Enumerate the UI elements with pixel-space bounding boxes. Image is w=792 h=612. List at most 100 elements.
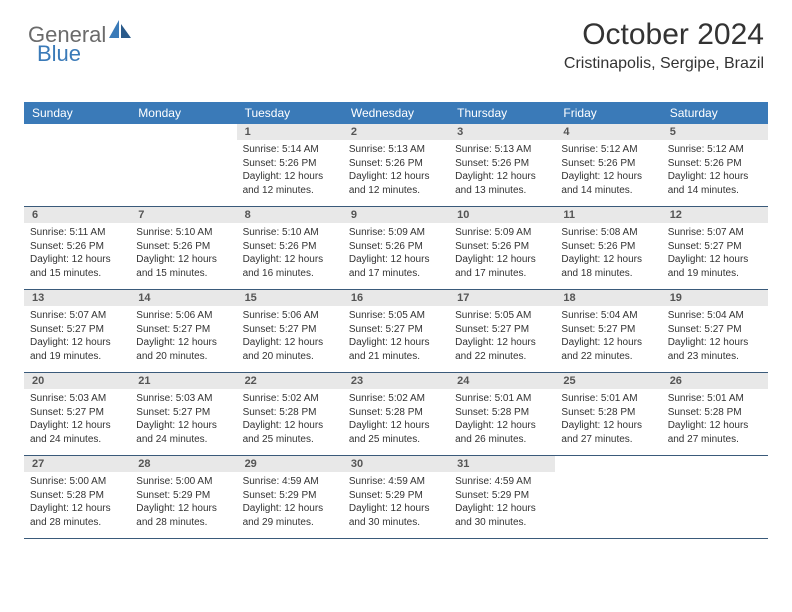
page-title: October 2024 [564, 18, 764, 51]
day-number: 27 [24, 456, 130, 472]
sunset-line: Sunset: 5:27 PM [30, 407, 104, 418]
sunrise-line: Sunrise: 5:07 AM [668, 227, 744, 238]
day-cell: 30Sunrise: 4:59 AMSunset: 5:29 PMDayligh… [343, 456, 449, 538]
day-content: Sunrise: 5:06 AMSunset: 5:27 PMDaylight:… [237, 306, 343, 368]
sunset-line: Sunset: 5:27 PM [668, 241, 742, 252]
day-cell: 26Sunrise: 5:01 AMSunset: 5:28 PMDayligh… [662, 373, 768, 455]
sunrise-line: Sunrise: 5:00 AM [136, 476, 212, 487]
sunrise-line: Sunrise: 4:59 AM [349, 476, 425, 487]
day-header-row: SundayMondayTuesdayWednesdayThursdayFrid… [24, 102, 768, 124]
day-content: Sunrise: 5:07 AM Sunset: 5:27 PM Daylight:… [662, 223, 768, 285]
sunset-line: Sunset: 5:28 PM [561, 407, 635, 418]
day-number: 4 [555, 124, 661, 140]
day-cell: 2Sunrise: 5:13 AMSunset: 5:26 PMDaylight… [343, 124, 449, 206]
day-content: Sunrise: 5:04 AMSunset: 5:27 PMDaylight:… [662, 306, 768, 368]
day-cell: 8 Sunrise: 5:10 AM Sunset: 5:26 PM Daylight… [237, 207, 343, 289]
day-number: 24 [449, 373, 555, 389]
day-cell [555, 456, 661, 538]
sunset-line: Sunset: 5:26 PM [243, 241, 317, 252]
day-header-tuesday: Tuesday [237, 102, 343, 124]
sunset-line: Sunset: 5:26 PM [668, 158, 742, 169]
sunrise-line: Sunrise: 5:05 AM [455, 310, 531, 321]
day-cell: 6Sunrise: 5:11 AMSunset: 5:26 PMDaylight… [24, 207, 130, 289]
sunset-line: Sunset: 5:29 PM [243, 490, 317, 501]
day-cell: 14Sunrise: 5:06 AMSunset: 5:27 PMDayligh… [130, 290, 236, 372]
sunset-line: Sunset: 5:26 PM [455, 241, 529, 252]
sunset-line: Sunset: 5:27 PM [455, 324, 529, 335]
daylight-line: Daylight: 12 hours and 15 minutes. [136, 254, 217, 279]
sunrise-line: Sunrise: 5:04 AM [561, 310, 637, 321]
day-cell: 16Sunrise: 5:05 AMSunset: 5:27 PMDayligh… [343, 290, 449, 372]
day-cell: 31 Sunrise: 4:59 AM Sunset: 5:29 PM Dayligh… [449, 456, 555, 538]
sunset-line: Sunset: 5:27 PM [349, 324, 423, 335]
daylight-line: Daylight: 12 hours and 30 minutes. [349, 503, 430, 528]
day-number: 8 [237, 207, 343, 223]
sunset-line: Sunset: 5:28 PM [668, 407, 742, 418]
daylight-line: Daylight: 12 hours and 21 minutes. [349, 337, 430, 362]
title-block: October 2024 Cristinapolis, Sergipe, Bra… [564, 18, 764, 73]
sunrise-line: Sunrise: 5:01 AM [455, 393, 531, 404]
day-cell: 7Sunrise: 5:10 AMSunset: 5:26 PMDaylight… [130, 207, 236, 289]
day-content: Sunrise: 5:04 AMSunset: 5:27 PMDaylight:… [555, 306, 661, 368]
sunrise-line: Sunrise: 5:11 AM [30, 227, 105, 238]
day-content: Sunrise: 5:13 AMSunset: 5:26 PMDaylight:… [343, 140, 449, 202]
day-content: Sunrise: 5:12 AMSunset: 5:26 PMDaylight:… [555, 140, 661, 202]
day-content: Sunrise: 5:01 AM Sunset: 5:28 PM Daylight:… [449, 389, 555, 451]
sunrise-line: Sunrise: 5:08 AM [561, 227, 637, 238]
daylight-line: Daylight: 12 hours and 16 minutes. [243, 254, 324, 279]
day-number: 31 [449, 456, 555, 472]
sunrise-line: Sunrise: 5:06 AM [136, 310, 212, 321]
sunrise-line: Sunrise: 5:01 AM [561, 393, 637, 404]
sunset-line: Sunset: 5:27 PM [668, 324, 742, 335]
day-content: Sunrise: 5:09 AMSunset: 5:26 PMDaylight:… [343, 223, 449, 285]
sunrise-line: Sunrise: 4:59 AM [455, 476, 531, 487]
daylight-line: Daylight: 12 hours and 30 minutes. [455, 503, 536, 528]
day-number: 16 [343, 290, 449, 306]
daylight-line: Daylight: 12 hours and 24 minutes. [30, 420, 111, 445]
sunset-line: Sunset: 5:29 PM [136, 490, 210, 501]
sunrise-line: Sunrise: 5:00 AM [30, 476, 106, 487]
daylight-line: Daylight: 12 hours and 28 minutes. [136, 503, 217, 528]
day-content: Sunrise: 5:07 AMSunset: 5:27 PMDaylight:… [24, 306, 130, 368]
day-number: 14 [130, 290, 236, 306]
day-cell: 23Sunrise: 5:02 AMSunset: 5:28 PMDayligh… [343, 373, 449, 455]
sunset-line: Sunset: 5:28 PM [349, 407, 423, 418]
daylight-line: Daylight: 12 hours and 22 minutes. [561, 337, 642, 362]
week-row: 20Sunrise: 5:03 AMSunset: 5:27 PMDayligh… [24, 373, 768, 456]
daylight-line: Daylight: 12 hours and 26 minutes. [455, 420, 536, 445]
day-cell: 17Sunrise: 5:05 AMSunset: 5:27 PMDayligh… [449, 290, 555, 372]
sunrise-line: Sunrise: 5:10 AM [243, 227, 319, 238]
sunrise-line: Sunrise: 5:03 AM [136, 393, 212, 404]
sunset-line: Sunset: 5:28 PM [455, 407, 529, 418]
daylight-line: Daylight: 12 hours and 23 minutes. [668, 337, 749, 362]
day-content: Sunrise: 5:01 AMSunset: 5:28 PMDaylight:… [662, 389, 768, 451]
day-header-wednesday: Wednesday [343, 102, 449, 124]
day-content: Sunrise: 5:09 AMSunset: 5:26 PMDaylight:… [449, 223, 555, 285]
day-cell: 24 Sunrise: 5:01 AM Sunset: 5:28 PM Dayligh… [449, 373, 555, 455]
day-cell: 10Sunrise: 5:09 AMSunset: 5:26 PMDayligh… [449, 207, 555, 289]
day-content: Sunrise: 5:10 AMSunset: 5:26 PMDaylight:… [130, 223, 236, 285]
calendar-grid: SundayMondayTuesdayWednesdayThursdayFrid… [24, 102, 768, 539]
sunrise-line: Sunrise: 5:09 AM [349, 227, 425, 238]
sunset-line: Sunset: 5:27 PM [136, 324, 210, 335]
day-content: Sunrise: 5:00 AM Sunset: 5:29 PM Daylight:… [130, 472, 236, 534]
day-number: 10 [449, 207, 555, 223]
day-cell: 25Sunrise: 5:01 AMSunset: 5:28 PMDayligh… [555, 373, 661, 455]
logo: General Blue [28, 22, 131, 48]
daylight-line: Daylight: 12 hours and 25 minutes. [243, 420, 324, 445]
sunrise-line: Sunrise: 5:09 AM [455, 227, 531, 238]
daylight-line: Daylight: 12 hours and 27 minutes. [668, 420, 749, 445]
daylight-line: Daylight: 12 hours and 25 minutes. [349, 420, 430, 445]
sunset-line: Sunset: 5:26 PM [30, 241, 104, 252]
day-cell: 13Sunrise: 5:07 AMSunset: 5:27 PMDayligh… [24, 290, 130, 372]
day-cell: 20Sunrise: 5:03 AMSunset: 5:27 PMDayligh… [24, 373, 130, 455]
daylight-line: Daylight: 12 hours and 19 minutes. [668, 254, 749, 279]
daylight-line: Daylight: 12 hours and 13 minutes. [455, 171, 536, 196]
day-number: 17 [449, 290, 555, 306]
daylight-line: Daylight: 12 hours and 27 minutes. [561, 420, 642, 445]
sunset-line: Sunset: 5:29 PM [455, 490, 529, 501]
day-cell [130, 124, 236, 206]
sunset-line: Sunset: 5:27 PM [136, 407, 210, 418]
sunrise-line: Sunrise: 5:02 AM [349, 393, 425, 404]
sunset-line: Sunset: 5:26 PM [561, 158, 635, 169]
